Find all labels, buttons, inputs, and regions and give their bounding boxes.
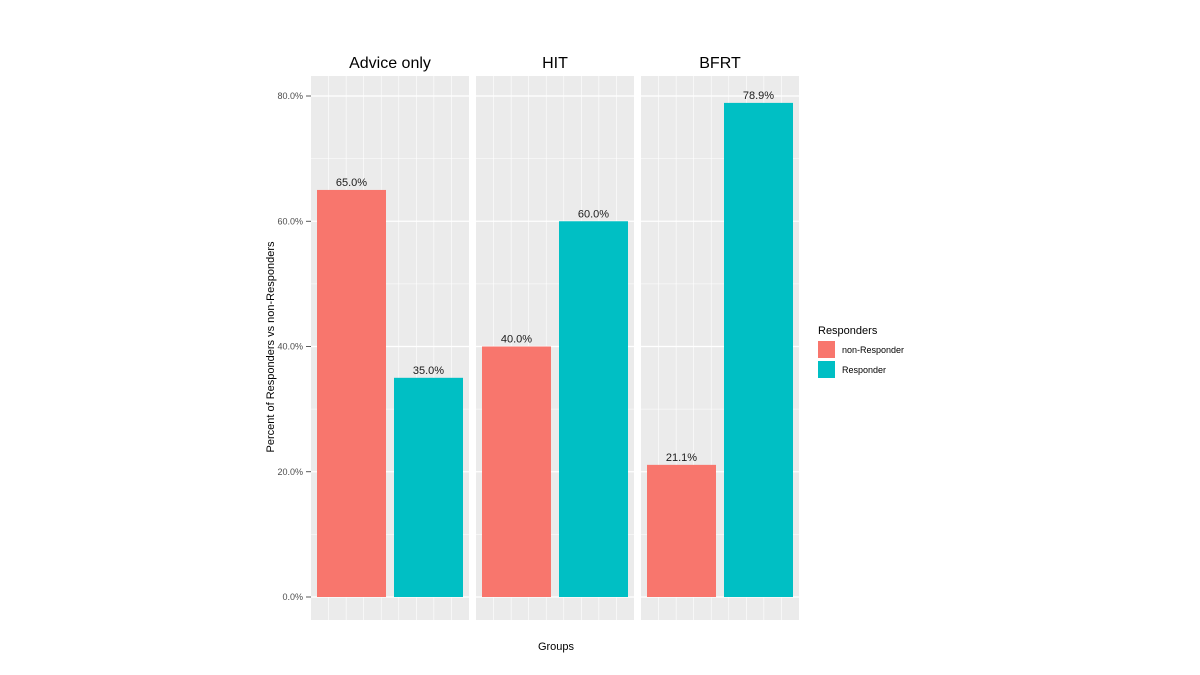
bars — [317, 102, 793, 598]
y-tick-label: 40.0% — [277, 342, 303, 352]
legend-title: Responders — [818, 325, 878, 337]
bar-value-label: 65.0% — [336, 177, 367, 189]
bar-responder — [394, 377, 463, 597]
facet-title: BFRT — [699, 55, 741, 72]
bar-value-label: 78.9% — [743, 90, 774, 102]
bar-value-label: 40.0% — [501, 334, 532, 346]
bar-value-label: 60.0% — [578, 208, 609, 220]
bar-non-responder — [647, 464, 716, 597]
bar-responder — [559, 221, 628, 597]
bar-non-responder — [317, 189, 386, 597]
bar-non-responder — [482, 346, 551, 597]
y-tick-label: 20.0% — [277, 467, 303, 477]
legend-swatch-responder — [818, 361, 835, 378]
y-tick-label: 80.0% — [277, 91, 303, 101]
bar-responder — [724, 102, 793, 598]
legend-label: Responder — [842, 365, 886, 375]
bar-value-labels: 65.0% 35.0% 40.0% 60.0% 21.1% 78.9% — [336, 90, 774, 464]
facet-title: HIT — [542, 55, 568, 72]
bar-value-label: 21.1% — [666, 452, 697, 464]
legend-label: non-Responder — [842, 345, 904, 355]
facet-title: Advice only — [349, 55, 431, 72]
bar-value-label: 35.0% — [413, 365, 444, 377]
y-tick-label: 0.0% — [282, 592, 303, 602]
y-axis: 0.0% 20.0% 40.0% 60.0% 80.0% — [277, 91, 311, 602]
y-tick-label: 60.0% — [277, 216, 303, 226]
y-axis-title: Percent of Responders vs non-Responders — [265, 241, 277, 452]
x-axis-title: Groups — [538, 641, 575, 653]
legend: Responders non-Responder Responder — [818, 325, 904, 378]
legend-swatch-non-responder — [818, 341, 835, 358]
